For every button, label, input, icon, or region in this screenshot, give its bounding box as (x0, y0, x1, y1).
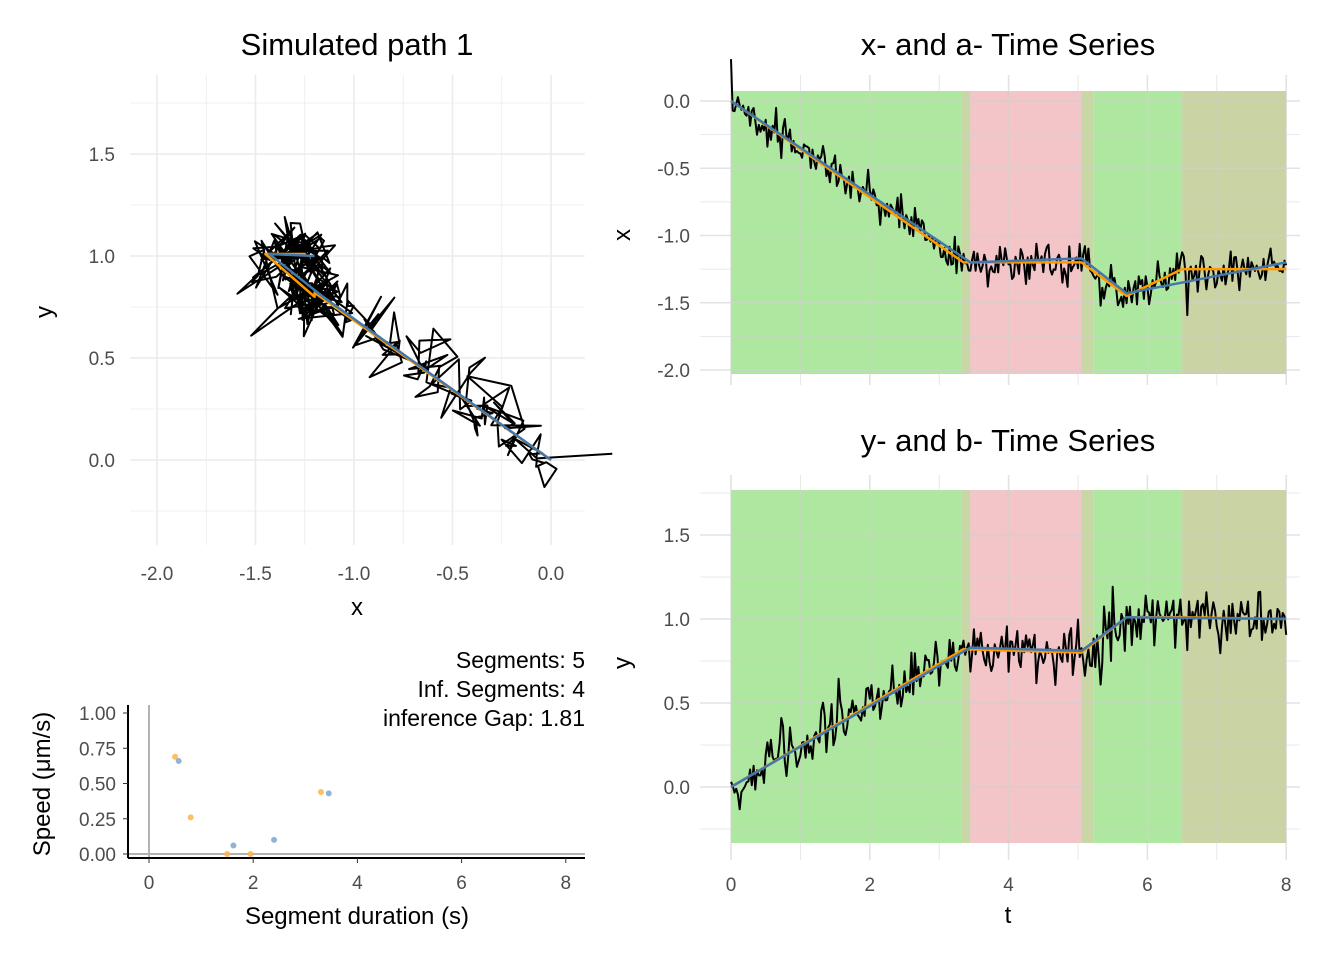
x-tick-label: -0.5 (436, 564, 469, 585)
x-tick-label: 6 (456, 873, 467, 894)
x-tick-label: 0 (144, 873, 155, 894)
scatter-ylabel: Speed (μm/s) (29, 712, 56, 857)
segment-band (961, 490, 971, 843)
true-point (247, 851, 254, 857)
x-series-title: x- and a- Time Series (861, 27, 1156, 62)
x-tick-label: 4 (1003, 875, 1014, 896)
segment-band (1093, 91, 1183, 374)
y-tick-label: -1.0 (657, 227, 690, 248)
true-point (317, 788, 324, 795)
y-tick-label: -2.0 (657, 361, 690, 382)
x-tick-label: 4 (352, 873, 363, 894)
y-tick-label: 1.0 (664, 610, 690, 631)
inferred-point (271, 836, 278, 843)
x-tick-label: -2.0 (141, 564, 174, 585)
annotation-segments: Segments: 5 (456, 647, 585, 673)
x-series-ylabel: x (609, 229, 636, 241)
segment-band (731, 91, 962, 374)
path-plot-xlabel: x (351, 594, 363, 621)
annotation-inference-gap: inference Gap: 1.81 (383, 705, 585, 731)
inferred-series-line (730, 99, 1287, 295)
observed-path (236, 216, 613, 489)
segment-band (970, 91, 1082, 374)
y-tick-label: 0.0 (664, 778, 690, 799)
y-tick-label: 0.50 (79, 775, 116, 796)
x-tick-label: 2 (248, 873, 259, 894)
y-tick-label: 0.00 (79, 845, 116, 866)
x-tick-label: 6 (1142, 875, 1153, 896)
y-tick-label: 1.5 (664, 526, 690, 547)
segment-band (1093, 490, 1183, 843)
path-plot-title: Simulated path 1 (241, 27, 474, 62)
inferred-point (325, 790, 332, 797)
scatter-xlabel: Segment duration (s) (245, 903, 469, 930)
x-tick-label: 8 (561, 873, 572, 894)
y-series-xlabel: t (1005, 902, 1012, 929)
segment-band (961, 91, 971, 374)
true-point (172, 753, 179, 760)
y-tick-label: 1.5 (89, 145, 115, 166)
annotation-inf-segments: Inf. Segments: 4 (418, 676, 586, 702)
y-tick-label: 0.25 (79, 810, 116, 831)
y-tick-label: -1.5 (657, 294, 690, 315)
segment-band (1081, 91, 1094, 374)
segment-band (1182, 91, 1287, 374)
inferred-path-line (268, 252, 552, 462)
y-tick-label: -0.5 (657, 159, 690, 180)
segment-band (731, 490, 962, 843)
path-plot-ylabel: y (31, 306, 58, 318)
y-tick-label: 0.5 (89, 349, 115, 370)
y-tick-label: 0.0 (664, 92, 690, 113)
true-point (187, 814, 194, 821)
x-tick-label: 2 (865, 875, 876, 896)
segment-band (1081, 490, 1094, 843)
observed-series (730, 59, 1288, 317)
y-tick-label: 0.5 (664, 694, 690, 715)
x-tick-label: 8 (1281, 875, 1292, 896)
inferred-series-line (730, 616, 1287, 789)
y-tick-label: 0.75 (79, 739, 116, 760)
inferred-point (175, 757, 182, 764)
x-tick-label: 0 (726, 875, 737, 896)
segment-band (970, 490, 1082, 843)
y-tick-label: 1.00 (79, 704, 116, 725)
y-tick-label: 1.0 (89, 247, 115, 268)
y-tick-label: 0.0 (89, 451, 115, 472)
y-series-title: y- and b- Time Series (861, 423, 1156, 458)
x-tick-label: 0.0 (538, 564, 564, 585)
true-series-line (730, 99, 1287, 298)
x-tick-label: -1.5 (239, 564, 272, 585)
x-tick-label: -1.0 (338, 564, 371, 585)
true-point (224, 851, 231, 857)
inferred-point (230, 842, 237, 849)
segment-band (1182, 490, 1287, 843)
y-series-ylabel: y (609, 657, 636, 669)
